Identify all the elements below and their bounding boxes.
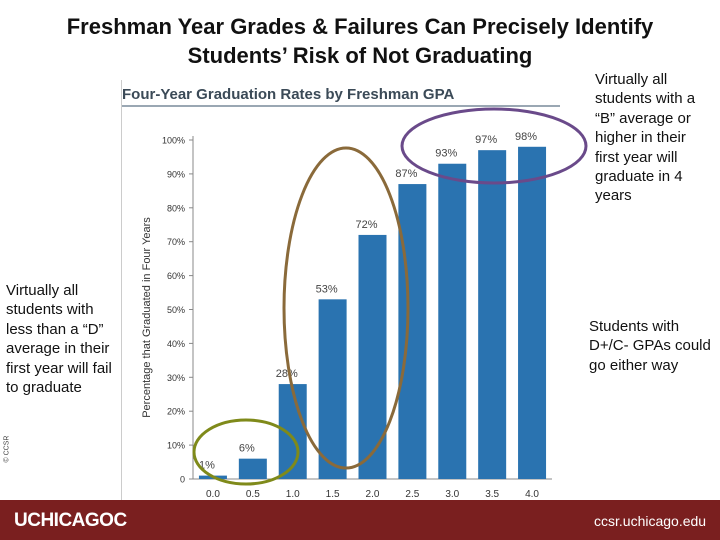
y-tick-label: 50%: [167, 305, 185, 315]
bar-data-label: 6%: [239, 443, 255, 455]
low-gpa-highlight-ellipse: [192, 418, 300, 486]
footer-bar: [0, 500, 720, 540]
bar: [358, 234, 387, 479]
x-tick-label: 0.5: [246, 489, 260, 500]
y-tick-label: 70%: [167, 237, 185, 247]
x-tick-label: 4.0: [525, 489, 539, 500]
y-tick-label: 60%: [167, 271, 185, 281]
bar-data-label: 97%: [475, 134, 497, 146]
x-tick-label: 0.0: [206, 489, 220, 500]
chart-title-rule: [122, 105, 560, 107]
y-tick-label: 100%: [162, 136, 185, 146]
note-high-gpa: Virtually all students with a “B” averag…: [595, 71, 696, 205]
high-gpa-highlight-ellipse: [400, 107, 588, 185]
x-tick-label: 1.5: [326, 489, 340, 500]
y-tick-label: 80%: [167, 203, 185, 213]
bar: [478, 150, 507, 480]
y-tick-label: 0: [180, 475, 185, 485]
bar: [318, 299, 347, 479]
note-middle-gpa: Students with D+/C- GPAs could go either…: [589, 318, 711, 374]
y-tick-label: 90%: [167, 169, 185, 179]
bar-data-label: 28%: [276, 368, 298, 380]
bar: [438, 163, 467, 480]
x-tick-label: 2.0: [366, 489, 380, 500]
bar-data-label: 72%: [355, 219, 377, 231]
bar-data-label: 87%: [395, 168, 417, 180]
y-tick-label: 40%: [167, 339, 185, 349]
x-tick-label: 2.5: [405, 489, 419, 500]
note-low-gpa: Virtually all students with less than a …: [6, 282, 112, 397]
x-tick-label: 1.0: [286, 489, 300, 500]
bar-data-label: 53%: [316, 283, 338, 295]
y-tick-label: 10%: [167, 441, 185, 451]
bar-data-label: 98%: [515, 131, 537, 143]
bar: [398, 184, 427, 479]
y-tick-label: 30%: [167, 373, 185, 383]
footer-url: ccsr.uchicago.edu: [594, 513, 707, 529]
bar: [238, 458, 267, 479]
y-axis-title: Percentage that Graduated in Four Years: [141, 217, 153, 418]
mid-gpa-highlight-ellipse: [282, 146, 410, 470]
chart-title: Four-Year Graduation Rates by Freshman G…: [122, 86, 455, 103]
bar-data-label: 93%: [435, 148, 457, 160]
bar: [518, 146, 547, 479]
footer-logo: UCHICAGOC: [14, 510, 127, 531]
slide-title: Freshman Year Grades & Failures Can Prec…: [66, 14, 654, 68]
x-tick-label: 3.0: [445, 489, 459, 500]
copyright-mark: © CCSR: [3, 435, 11, 463]
y-tick-label: 20%: [167, 407, 185, 417]
x-tick-label: 3.5: [485, 489, 499, 500]
